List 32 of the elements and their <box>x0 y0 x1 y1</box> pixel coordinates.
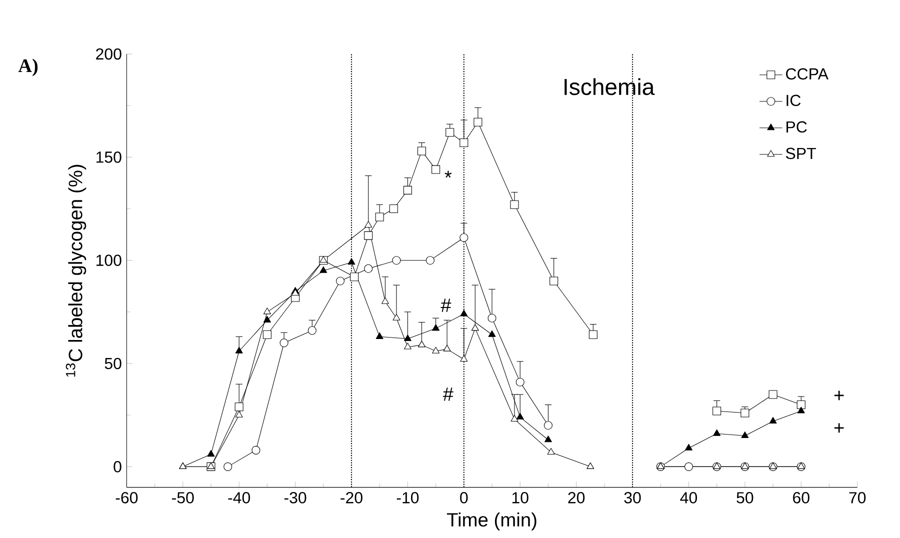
text: A) <box>18 58 38 76</box>
annotation: Ischemia <box>564 78 655 96</box>
x-tick-label: -30 <box>284 492 306 504</box>
x-tick-label: 40 <box>680 492 697 504</box>
x-tick-label: -20 <box>340 492 362 504</box>
x-tick-label: 30 <box>624 492 641 504</box>
x-tick-label: -10 <box>396 492 419 504</box>
annotation: # <box>440 298 452 312</box>
y-tick-label: 200 <box>96 48 122 60</box>
x-tick-label: 10 <box>512 492 528 504</box>
x-tick-label: 50 <box>736 492 754 504</box>
legend-label: PC <box>786 121 807 133</box>
y-tick-label: 150 <box>96 152 122 163</box>
x-tick-label: 60 <box>793 492 810 504</box>
annotation: * <box>444 170 452 178</box>
x-tick-label: -40 <box>228 492 250 504</box>
legend-label: CCPA <box>786 68 828 80</box>
annotation: + <box>834 423 844 433</box>
x-tick-label: 20 <box>568 492 585 504</box>
y-tick-label: 100 <box>96 254 122 266</box>
legend-label: IC <box>786 94 801 106</box>
x-tick-label: 0 <box>460 492 468 504</box>
annotation: + <box>834 390 844 400</box>
legend-label: SPT <box>786 148 816 160</box>
annotation: # <box>442 388 454 401</box>
y-axis-title: $^{13}$C labeled glycogen (%) <box>66 164 86 377</box>
y-tick-label: 50 <box>104 358 122 370</box>
y-tick-label: 0 <box>114 461 122 472</box>
x-tick-label: -60 <box>116 492 138 504</box>
x-tick-label: 70 <box>849 492 866 504</box>
x-tick-label: -50 <box>172 492 194 504</box>
x-axis-title: Time (min) <box>446 512 536 530</box>
